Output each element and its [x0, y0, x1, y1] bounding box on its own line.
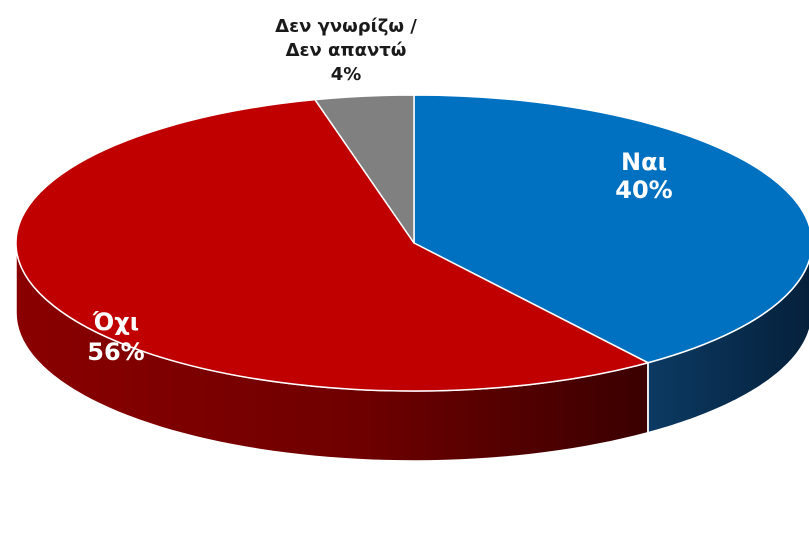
slice-label-2: Όχι 56%	[87, 308, 144, 366]
slice-value-label: 40%	[615, 176, 672, 204]
pie-labels: Ναι 40% Όχι 56% Δεν γνωρίζω / Δεν απαντώ 4%	[87, 16, 672, 366]
slice-label-3: Δεν γνωρίζω / Δεν απαντώ 4%	[275, 16, 417, 85]
pie-slice-1	[413, 94, 809, 364]
slice-label-1: Ναι 40%	[615, 148, 672, 204]
slice-category-label: Ναι	[621, 148, 667, 176]
slice-value-label: 4%	[331, 64, 362, 85]
slice-category-label: Όχι	[92, 308, 139, 336]
slice-category-label: Δεν απαντώ	[286, 40, 407, 61]
pie-tops	[15, 94, 809, 392]
slice-value-label: 56%	[87, 338, 144, 366]
pie-slice-3	[314, 94, 415, 244]
slice-category-label: Δεν γνωρίζω /	[275, 16, 417, 37]
pie-slice-2	[15, 98, 649, 392]
